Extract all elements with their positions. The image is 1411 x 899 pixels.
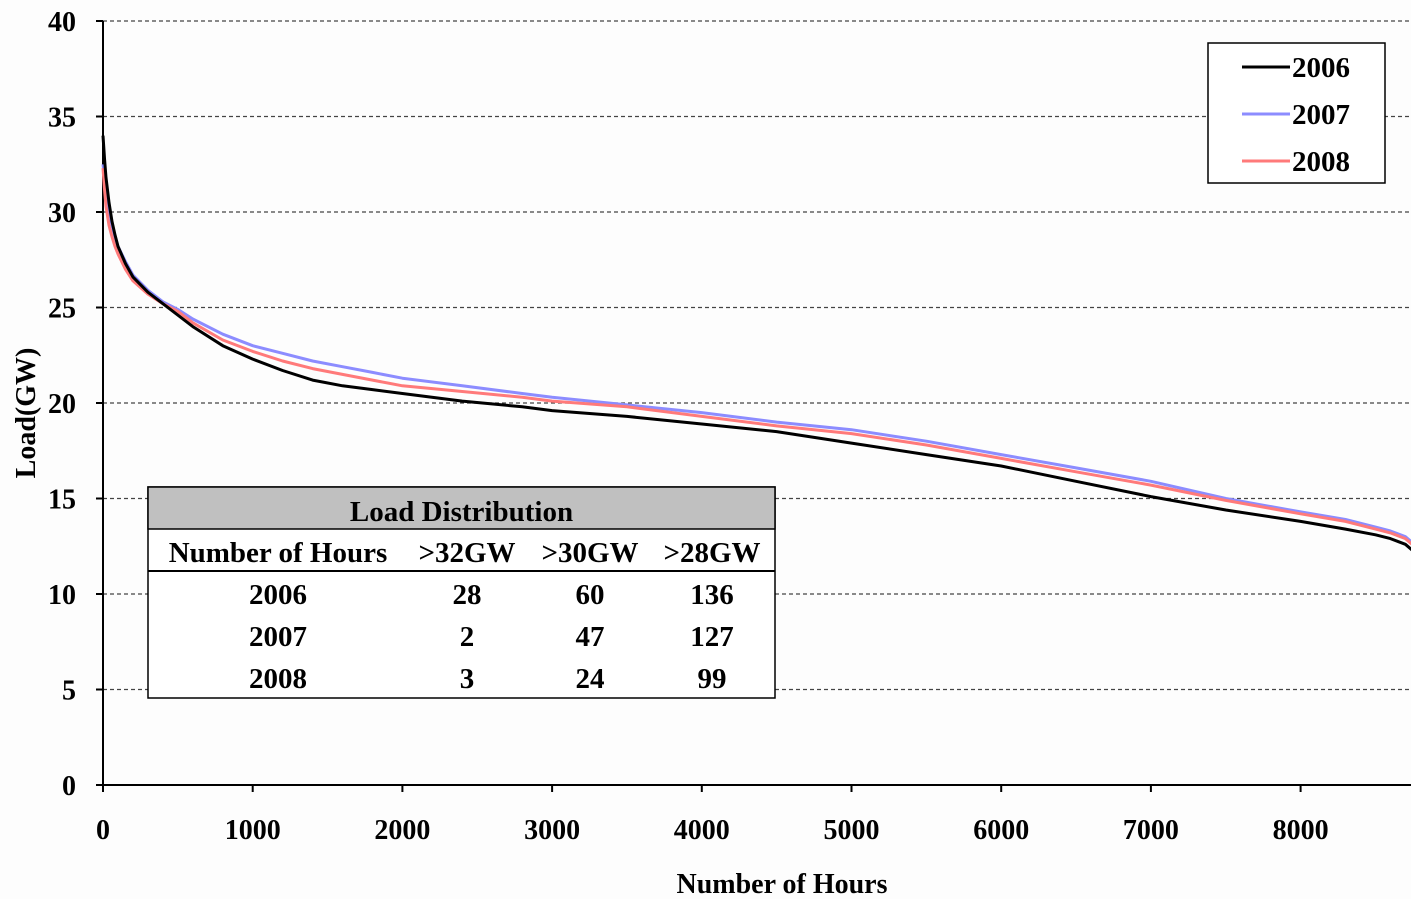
legend: 2006 2007 2008: [1207, 42, 1386, 184]
y-tick-label: 15: [48, 485, 76, 516]
table-cell: 3: [460, 663, 475, 695]
table-cell: 2: [460, 621, 475, 653]
table-cell: 2006: [249, 579, 307, 611]
y-tick-label: 5: [62, 676, 76, 707]
x-tick-label: 6000: [973, 815, 1029, 846]
y-axis-title: Load(GW): [11, 348, 42, 479]
table-cell: 127: [690, 621, 734, 653]
y-tick-label: 0: [62, 771, 76, 802]
table-header-cell: >28GW: [663, 537, 760, 569]
y-tick-labels: 0 5 10 15 20 25 30 35 40: [48, 7, 76, 802]
table-cell: 28: [453, 579, 482, 611]
table-cell: 99: [698, 663, 727, 695]
load-distribution-table: Load Distribution Number of Hours >32GW >30…: [147, 486, 776, 699]
series-line-2006: [101, 135, 1411, 552]
y-tick-label: 25: [48, 294, 76, 325]
legend-label-2008: 2008: [1292, 146, 1350, 178]
x-tick-label: 1000: [225, 815, 281, 846]
y-tick-label: 20: [48, 389, 76, 420]
y-tick-label: 35: [48, 103, 76, 134]
table-title: Load Distribution: [350, 496, 573, 528]
y-tick-label: 10: [48, 580, 76, 611]
x-axis-title: Number of Hours: [676, 869, 887, 899]
table-cell: 2007: [249, 621, 307, 653]
table-title-band: [147, 486, 776, 530]
table-cell: 136: [690, 579, 734, 611]
legend-box: [1207, 42, 1386, 184]
x-tick-label: 4000: [674, 815, 730, 846]
y-tick-label: 30: [48, 198, 76, 229]
legend-label-2006: 2006: [1292, 52, 1350, 84]
table-cell: 47: [576, 621, 605, 653]
x-tick-labels: 0 1000 2000 3000 4000 5000 6000 7000 8000: [96, 815, 1329, 846]
x-tick-label: 2000: [374, 815, 430, 846]
table-cell: 60: [576, 579, 605, 611]
series-line-2008: [101, 167, 1411, 546]
x-tick-label: 7000: [1123, 815, 1179, 846]
legend-label-2007: 2007: [1292, 99, 1350, 131]
series-lines: [101, 135, 1411, 552]
table-header-cell: Number of Hours: [169, 537, 388, 569]
table-cell: 24: [576, 663, 605, 695]
y-tick-label: 40: [48, 7, 76, 38]
x-tick-label: 3000: [524, 815, 580, 846]
table-header-cell: >32GW: [418, 537, 515, 569]
x-tick-label: 8000: [1273, 815, 1329, 846]
table-header-cell: >30GW: [541, 537, 638, 569]
x-tick-label: 0: [96, 815, 110, 846]
table-cell: 2008: [249, 663, 307, 695]
x-tick-label: 5000: [824, 815, 880, 846]
